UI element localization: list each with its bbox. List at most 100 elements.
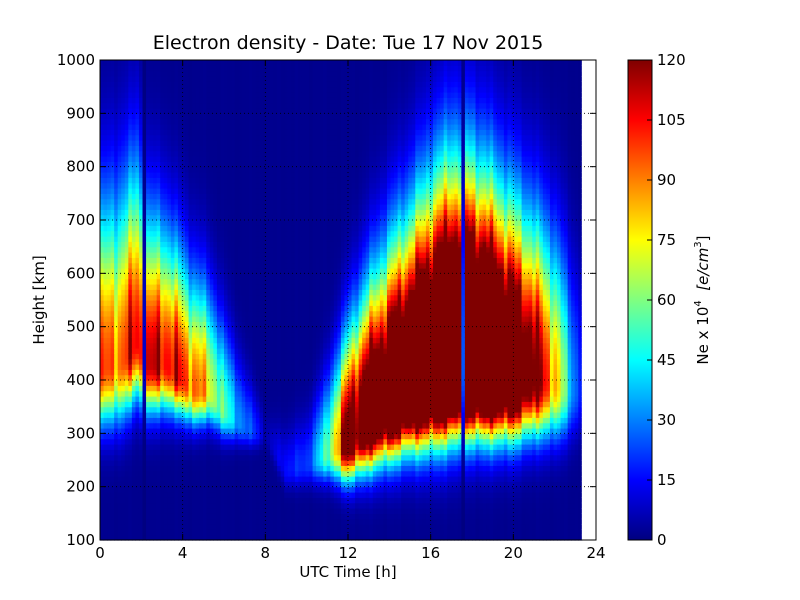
heatmap-cell: [185, 406, 190, 413]
heatmap-cell: [146, 108, 151, 114]
heatmap-cell: [234, 278, 239, 285]
heatmap-cell: [252, 65, 257, 72]
heatmap-cell: [291, 294, 296, 301]
heatmap-cell: [213, 305, 218, 312]
heatmap-cell: [255, 182, 261, 189]
heatmap-cell: [156, 113, 161, 120]
heatmap-cell: [270, 161, 275, 168]
heatmap-cell: [220, 502, 225, 509]
heatmap-cell: [107, 278, 112, 285]
heatmap-cell: [227, 321, 232, 328]
heatmap-cell: [241, 348, 246, 354]
heatmap-cell: [153, 348, 158, 354]
heatmap-cell: [245, 124, 250, 130]
heatmap-cell: [273, 294, 278, 301]
heatmap-cell: [234, 358, 239, 365]
heatmap-cell: [216, 172, 222, 178]
heatmap-cell: [291, 513, 296, 520]
heatmap-cell: [192, 161, 197, 168]
heatmap-cell: [121, 342, 126, 349]
heatmap-cell: [174, 502, 179, 509]
heatmap-cell: [255, 476, 261, 482]
heatmap-cell: [213, 102, 218, 109]
heatmap-cell: [259, 140, 264, 146]
heatmap-cell: [273, 108, 278, 114]
heatmap-cell: [100, 518, 105, 525]
heatmap-cell: [195, 481, 200, 488]
heatmap-cell: [100, 508, 105, 514]
heatmap-cell: [234, 214, 239, 221]
heatmap-cell: [185, 236, 190, 242]
heatmap-cell: [107, 166, 112, 173]
heatmap-cell: [195, 460, 200, 466]
heatmap-cell: [216, 150, 222, 157]
heatmap-cell: [231, 316, 236, 322]
heatmap-cell: [202, 60, 207, 66]
heatmap-cell: [213, 97, 218, 104]
heatmap-cell: [167, 481, 172, 488]
heatmap-cell: [216, 241, 222, 248]
heatmap-cell: [291, 262, 296, 269]
heatmap-cell: [266, 246, 271, 253]
heatmap-cell: [227, 70, 232, 77]
heatmap-cell: [160, 65, 165, 72]
heatmap-cell: [270, 502, 275, 509]
heatmap-cell: [270, 113, 275, 120]
heatmap-cell: [128, 278, 133, 285]
heatmap-cell: [117, 193, 122, 200]
heatmap-cell: [259, 294, 264, 301]
heatmap-cell: [174, 481, 179, 488]
heatmap-cell: [241, 140, 246, 146]
heatmap-cell: [213, 401, 218, 408]
heatmap-cell: [206, 310, 211, 317]
heatmap-cell: [227, 524, 232, 530]
heatmap-cell: [259, 236, 264, 242]
heatmap-cell: [135, 70, 140, 77]
heatmap-cell: [100, 97, 105, 104]
heatmap-cell: [270, 481, 275, 488]
heatmap-cell: [277, 492, 282, 498]
heatmap-cell: [245, 337, 250, 344]
heatmap-cell: [131, 225, 137, 232]
heatmap-cell: [149, 257, 154, 264]
heatmap-cell: [188, 449, 193, 456]
heatmap-cell: [160, 454, 165, 461]
heatmap-cell: [291, 390, 296, 397]
heatmap-cell: [202, 486, 207, 493]
heatmap-cell: [192, 289, 197, 296]
heatmap-cell: [224, 193, 229, 200]
heatmap-cell: [107, 433, 112, 440]
heatmap-cell: [216, 198, 222, 205]
heatmap-cell: [199, 326, 204, 333]
heatmap-cell: [291, 353, 296, 360]
heatmap-cell: [227, 284, 232, 290]
heatmap-cell: [273, 444, 278, 450]
heatmap-cell: [284, 236, 289, 242]
heatmap-cell: [188, 252, 193, 258]
heatmap-cell: [206, 364, 211, 370]
heatmap-cell: [209, 358, 214, 365]
heatmap-cell: [277, 124, 282, 130]
heatmap-cell: [220, 140, 225, 146]
heatmap-cell: [273, 225, 278, 232]
heatmap-cell: [107, 150, 112, 157]
heatmap-cell: [220, 481, 225, 488]
heatmap-cell: [110, 422, 115, 429]
heatmap-cell: [142, 497, 147, 504]
heatmap-cell: [153, 102, 158, 109]
heatmap-cell: [160, 465, 165, 472]
heatmap-cell: [131, 417, 137, 424]
heatmap-cell: [185, 161, 190, 168]
heatmap-cell: [224, 412, 229, 418]
heatmap-cell: [103, 134, 108, 141]
heatmap-cell: [245, 534, 250, 541]
heatmap-cell: [107, 172, 112, 178]
heatmap-cell: [153, 326, 158, 333]
heatmap-cell: [135, 385, 140, 392]
heatmap-cell: [224, 97, 229, 104]
heatmap-cell: [277, 273, 282, 280]
heatmap-cell: [100, 492, 105, 498]
heatmap-cell: [202, 268, 207, 274]
heatmap-cell: [238, 252, 243, 258]
heatmap-cell: [177, 470, 183, 477]
